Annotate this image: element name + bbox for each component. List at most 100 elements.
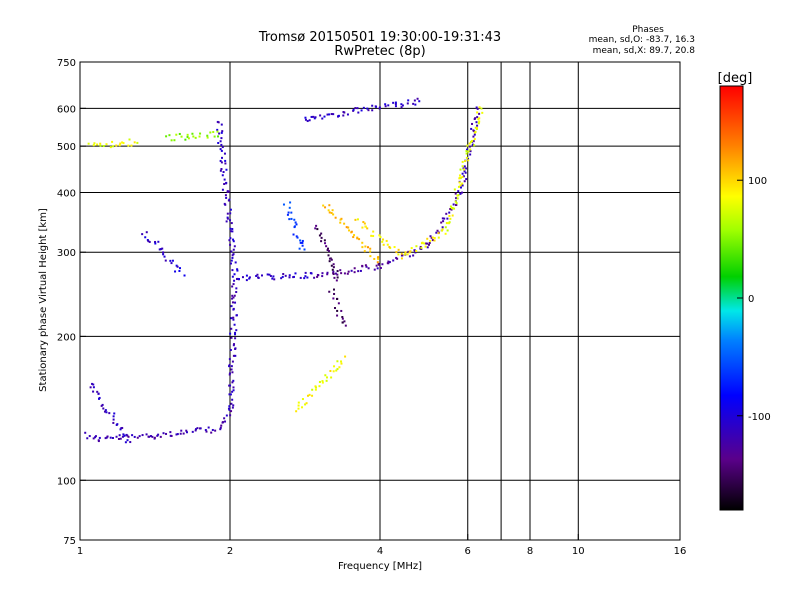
data-point xyxy=(328,260,331,263)
data-point xyxy=(232,379,235,382)
data-point xyxy=(229,237,232,240)
data-point xyxy=(282,273,285,276)
colorbar-tick-label: 0 xyxy=(748,294,754,305)
data-point xyxy=(453,188,456,191)
data-point xyxy=(111,140,114,143)
data-point xyxy=(220,161,223,164)
data-point xyxy=(356,107,359,110)
data-point xyxy=(365,265,368,268)
data-point xyxy=(334,272,337,275)
data-point xyxy=(465,167,468,170)
data-point xyxy=(148,240,151,243)
data-point xyxy=(469,148,472,151)
data-point xyxy=(341,316,344,319)
y-tick-label: 500 xyxy=(57,142,76,153)
data-point xyxy=(313,276,316,279)
data-point xyxy=(333,292,336,295)
data-point xyxy=(385,239,388,242)
data-point xyxy=(318,234,321,237)
data-point xyxy=(458,176,461,179)
y-tick-label: 75 xyxy=(63,536,76,547)
data-point xyxy=(266,273,269,276)
data-point xyxy=(430,236,433,239)
data-point xyxy=(462,168,465,171)
data-point xyxy=(327,209,330,212)
data-point xyxy=(410,247,413,250)
data-point xyxy=(316,228,319,231)
data-point xyxy=(165,432,168,435)
data-point xyxy=(329,369,332,372)
data-point xyxy=(288,274,291,277)
data-point xyxy=(130,144,133,147)
data-point xyxy=(182,432,185,435)
data-point xyxy=(409,250,412,253)
data-point xyxy=(451,206,454,209)
data-point xyxy=(457,190,460,193)
data-point xyxy=(162,251,165,254)
data-point xyxy=(361,241,364,244)
data-point xyxy=(476,116,479,119)
y-tick-label: 200 xyxy=(57,332,76,343)
data-point xyxy=(471,122,474,125)
data-point xyxy=(312,115,315,118)
data-point xyxy=(168,134,171,137)
data-point xyxy=(230,250,233,253)
data-point xyxy=(382,243,385,246)
data-point xyxy=(232,404,235,407)
data-point xyxy=(231,230,234,233)
data-point xyxy=(336,309,339,312)
data-point xyxy=(328,290,331,293)
data-point xyxy=(248,276,251,279)
data-point xyxy=(320,240,323,243)
data-point xyxy=(99,142,102,145)
chart-title: Tromsø 20150501 19:30:00-19:31:43 xyxy=(258,30,501,45)
data-point xyxy=(231,275,234,278)
data-point xyxy=(280,277,283,280)
x-tick-label: 10 xyxy=(572,546,585,557)
data-point xyxy=(232,316,235,319)
data-point xyxy=(334,216,337,219)
data-point xyxy=(314,227,317,230)
data-point xyxy=(379,236,382,239)
data-point xyxy=(194,429,197,432)
data-point xyxy=(304,118,307,121)
data-point xyxy=(223,182,226,185)
data-point xyxy=(342,114,345,117)
data-point xyxy=(377,262,380,265)
data-point xyxy=(295,235,298,238)
data-point xyxy=(115,435,118,438)
data-point xyxy=(324,206,327,209)
data-point xyxy=(361,264,364,267)
data-point xyxy=(326,273,329,276)
data-point xyxy=(433,239,436,242)
data-point xyxy=(319,114,322,117)
data-point xyxy=(109,146,112,149)
data-point xyxy=(230,222,233,225)
data-point xyxy=(353,234,356,237)
data-point xyxy=(350,230,353,233)
data-point xyxy=(288,218,291,221)
data-point xyxy=(324,242,327,245)
data-point xyxy=(217,121,220,124)
data-point xyxy=(220,149,223,152)
data-point xyxy=(232,354,235,357)
data-point xyxy=(347,226,350,229)
data-point xyxy=(222,171,225,174)
data-point xyxy=(220,424,223,427)
data-point xyxy=(225,196,228,199)
data-point xyxy=(408,255,411,258)
data-point xyxy=(442,220,445,223)
data-point xyxy=(400,252,403,255)
data-point xyxy=(461,191,464,194)
data-point xyxy=(231,398,234,401)
data-point xyxy=(449,205,452,208)
data-point xyxy=(459,168,462,171)
data-point xyxy=(437,236,440,239)
data-point xyxy=(471,139,474,142)
data-point xyxy=(396,257,399,260)
data-point xyxy=(231,297,234,300)
data-point xyxy=(323,239,326,242)
x-tick-label: 16 xyxy=(674,546,687,557)
data-point xyxy=(99,144,102,147)
data-point xyxy=(320,236,323,239)
